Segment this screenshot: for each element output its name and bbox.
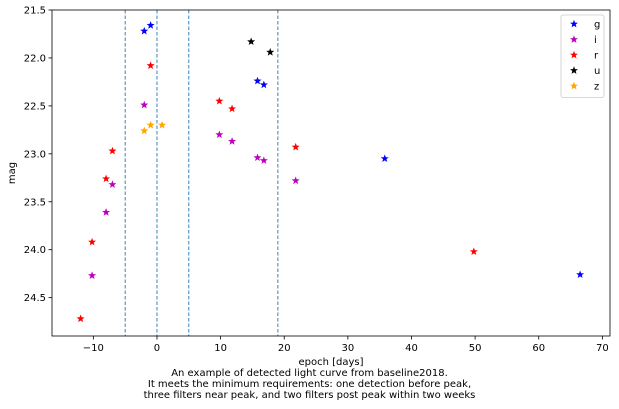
y-tick-label: 24.0 [24, 245, 46, 256]
y-tick-label: 24.5 [24, 293, 46, 304]
x-tick-label: 70 [596, 343, 609, 354]
data-point-r [108, 146, 117, 155]
data-point-r [88, 237, 97, 246]
y-tick-label: 22.0 [24, 53, 46, 64]
legend-box [560, 14, 605, 98]
data-point-r [291, 142, 300, 151]
y-axis: 21.5 22.0 22.5 23.0 23.5 24.0 24.5 [24, 6, 52, 304]
data-point-r [228, 104, 237, 113]
data-point-i [253, 153, 262, 162]
legend-marker-u [570, 66, 578, 74]
x-tick-label: −10 [83, 343, 104, 354]
legend-marker-g [570, 19, 578, 28]
y-tick-label: 22.5 [24, 101, 46, 112]
x-tick-label: 10 [214, 343, 227, 354]
legend-label-u: u [594, 66, 600, 77]
x-axis-title: epoch [days] [298, 357, 363, 368]
x-tick-label: 0 [154, 343, 160, 354]
data-point-i [259, 156, 268, 164]
legend-marker-i [570, 35, 578, 43]
data-point-r [469, 247, 478, 256]
legend-label-i: i [594, 35, 597, 46]
data-point-g [380, 154, 389, 163]
caption-line-1: An example of detected light curve from … [171, 368, 448, 379]
x-tick-label: 30 [341, 343, 354, 354]
data-point-g [576, 270, 585, 279]
caption-line-3: three filters near peak, and two filters… [143, 390, 476, 401]
data-point-z [140, 126, 149, 135]
data-point-g [146, 21, 155, 29]
legend-label-r: r [594, 51, 599, 62]
data-point-i [228, 137, 237, 145]
data-point-i [108, 180, 117, 188]
legend-marker-r [570, 50, 578, 59]
data-point-z [146, 120, 155, 129]
data-point-z [158, 120, 167, 129]
legend-label-g: g [594, 20, 600, 31]
x-tick-label: 60 [532, 343, 545, 354]
data-point-i [102, 208, 111, 216]
data-point-r [102, 174, 111, 183]
y-tick-label: 23.5 [24, 197, 46, 208]
plot-background [52, 10, 610, 336]
plot-frame [51, 9, 611, 337]
data-point-i [215, 130, 224, 139]
data-point-i [140, 100, 149, 109]
caption-line-2: It meets the minimum requirements: one d… [147, 379, 472, 390]
data-point-g [253, 76, 262, 85]
y-tick-label: 21.5 [24, 6, 46, 17]
data-point-r [76, 314, 85, 323]
data-points [76, 21, 585, 323]
data-point-r [146, 61, 155, 70]
legend-marker-z [570, 81, 578, 90]
figure-caption: An example of detected light curve from … [0, 368, 619, 401]
x-tick-label: 40 [405, 343, 418, 354]
data-point-u [266, 47, 275, 56]
data-point-i [88, 271, 97, 279]
legend-label-z: z [594, 82, 599, 93]
y-axis-title: mag [7, 162, 18, 184]
x-tick-label: 20 [278, 343, 291, 354]
data-point-g [140, 26, 149, 35]
data-point-g [259, 80, 268, 89]
vertical-reference-lines [124, 10, 279, 336]
x-tick-label: 50 [469, 343, 482, 354]
x-axis: −10 0 10 20 30 40 50 60 70 [83, 336, 609, 354]
data-point-i [291, 176, 300, 185]
data-point-u [247, 37, 256, 46]
y-tick-label: 23.0 [24, 149, 46, 160]
data-point-r [215, 96, 224, 105]
